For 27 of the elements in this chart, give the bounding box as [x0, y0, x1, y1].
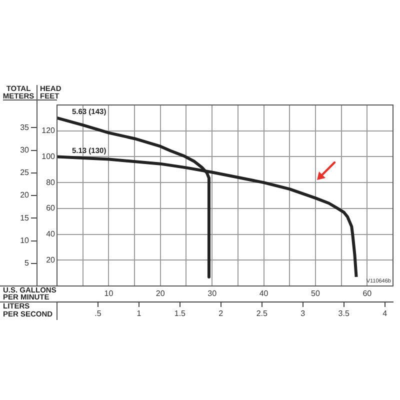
y2-tick-label: 5 [24, 258, 30, 268]
x2-tick-label: .5 [94, 309, 102, 318]
y-tick-label: 100 [42, 152, 56, 161]
y-tick-label: 80 [46, 178, 56, 187]
x2-tick-label: 3 [300, 309, 306, 318]
x2-tick-label: 2.5 [256, 309, 268, 318]
y2-tick-label: 15 [20, 213, 30, 222]
y2-tick-label: 35 [20, 122, 30, 132]
x-tick-label: 20 [156, 289, 166, 298]
x2-tick-label: 1 [136, 309, 142, 318]
x-tick-label: 60 [362, 289, 372, 298]
x-tick-label: 10 [104, 289, 114, 298]
y-tick-label: 120 [42, 126, 56, 136]
x-tick-label: 40 [259, 289, 269, 298]
y2-tick-label: 30 [20, 145, 30, 154]
x2-tick-label: 2 [218, 309, 224, 318]
x-tick-label: 30 [208, 289, 218, 298]
x2-tick-label: 1.5 [174, 309, 186, 318]
y2-tick-label: 25 [20, 168, 30, 178]
y-tick-label: 40 [46, 229, 56, 238]
x2-tick-label: 4 [382, 309, 388, 318]
y-tick-label: 60 [46, 204, 56, 213]
x2-tick-label: 3.5 [338, 309, 350, 318]
y2-tick-label: 10 [20, 236, 30, 245]
y2-tick-label: 20 [20, 190, 30, 200]
y-tick-label: 20 [46, 255, 56, 264]
x-tick-label: 50 [311, 289, 320, 298]
